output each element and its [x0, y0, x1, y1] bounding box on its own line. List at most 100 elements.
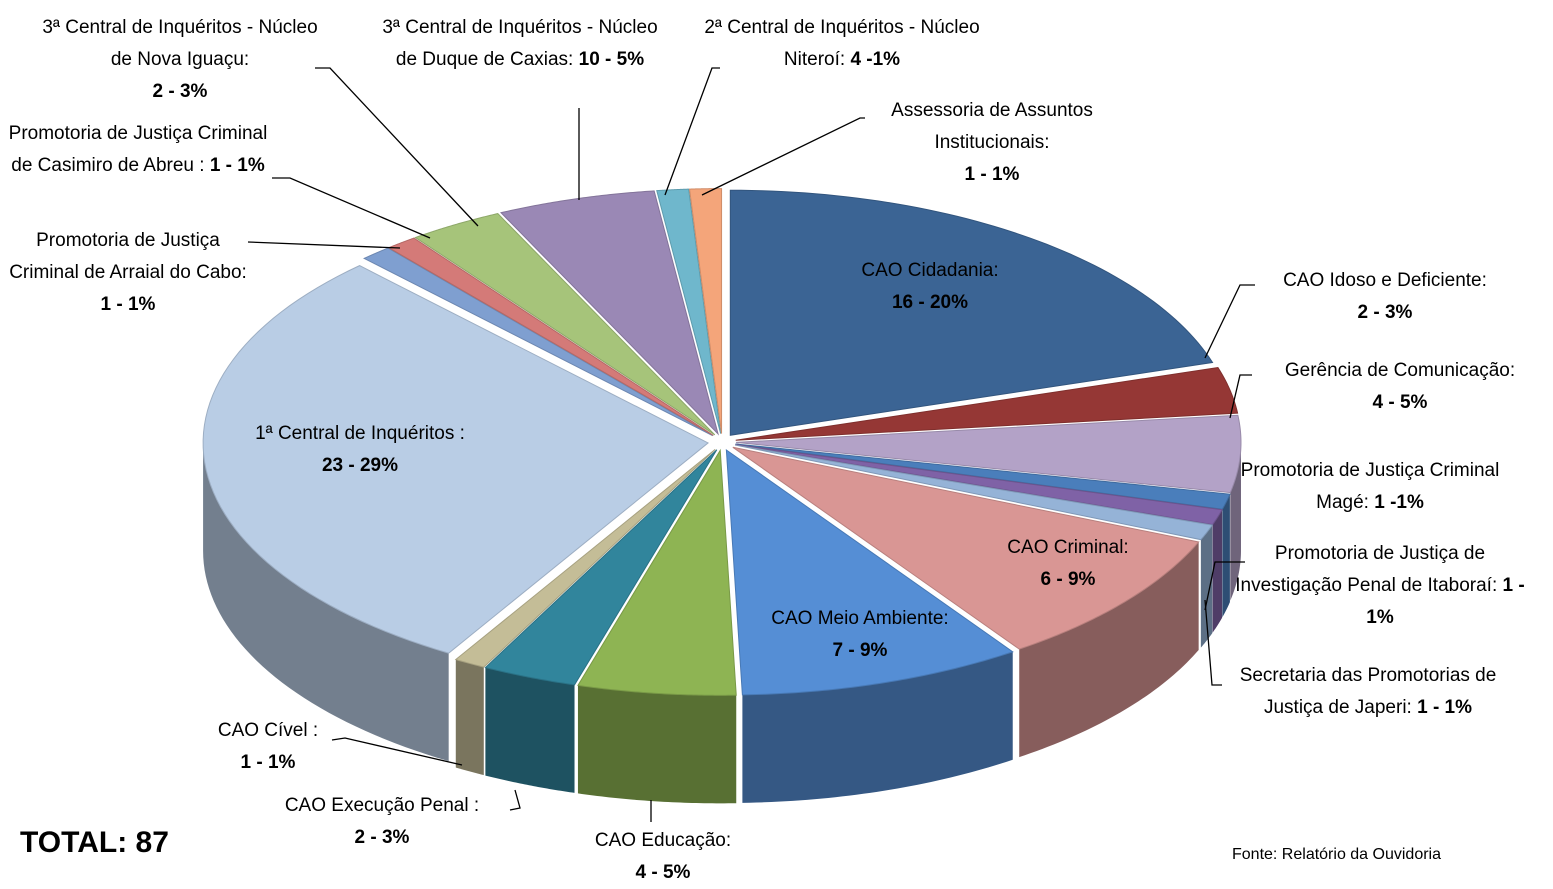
slice-side	[577, 685, 737, 804]
leader-lines	[247, 67, 1255, 822]
slice-name: Promotoria de Justiça Criminal de Casimi…	[8, 123, 268, 176]
slice-value: 1 - 1%	[964, 164, 1020, 185]
slice	[454, 448, 716, 668]
slice-label: CAO Idoso e Deficiente: 2 - 3%	[1235, 265, 1535, 329]
slice-name: CAO Criminal:	[1007, 537, 1129, 558]
slice-side	[485, 667, 575, 793]
slice	[732, 446, 1200, 650]
slice	[484, 449, 718, 686]
slice-label: Promotoria de Justiça Criminal Magé: 1 -…	[1240, 455, 1500, 519]
slice-name: 2ª Central de Inquéritos - Núcleo Nitero…	[704, 17, 980, 70]
slice-name: Promotoria de Justiça Criminal de Arraia…	[9, 230, 247, 283]
slice-name: Gerência de Comunicação:	[1284, 360, 1516, 381]
slice	[387, 237, 714, 436]
slice-name: CAO Execução Penal :	[284, 795, 480, 816]
slice-name: 3ª Central de Inquéritos - Núcleo de Nov…	[42, 17, 318, 70]
slice	[202, 265, 709, 654]
slice-side	[1200, 525, 1213, 648]
slice-value: 2 - 3%	[1357, 302, 1413, 323]
leader-line	[1229, 374, 1252, 419]
slice-name: CAO Cidadania:	[861, 260, 999, 281]
slice-label: 3ª Central de Inquéritos - Núcleo de Duq…	[380, 12, 660, 76]
slice	[363, 247, 713, 437]
slice-value: 4 - 5%	[635, 862, 691, 883]
leader-line	[331, 737, 463, 766]
slice-label: Promotoria de Justiça Criminal de Casimi…	[1, 118, 276, 182]
slice-value: 2 - 3%	[152, 81, 208, 102]
total-value: 87	[135, 826, 169, 859]
slice-name: 3ª Central de Inquéritos - Núcleo de Duq…	[382, 17, 658, 70]
slice-side	[1212, 509, 1223, 633]
leader-line	[1204, 561, 1245, 611]
slice-side	[1019, 541, 1199, 758]
slice	[735, 414, 1242, 494]
slice	[735, 443, 1223, 526]
slice-name: CAO Idoso e Deficiente:	[1283, 270, 1487, 291]
slice-label: CAO Meio Ambiente: 7 - 9%	[730, 603, 990, 667]
slice-side	[742, 651, 1013, 803]
slice-name: CAO Cível :	[217, 720, 319, 741]
slice-label: CAO Educação: 4 - 5%	[553, 825, 773, 889]
slice-label: CAO Cidadania: 16 - 20%	[800, 255, 1060, 319]
pie-tops	[202, 188, 1242, 696]
slice-value: 4 -1%	[850, 49, 901, 70]
slice-value: 4 - 5%	[1372, 392, 1428, 413]
slice-value: 1 -1%	[1374, 492, 1424, 513]
slice-value: 1 - 1%	[209, 155, 265, 176]
slice-label: CAO Execução Penal : 2 - 3%	[252, 790, 512, 854]
slice	[735, 443, 1231, 510]
slice-value: 1 - 1%	[100, 294, 156, 315]
slice	[414, 213, 716, 436]
slice-value: 10 - 5%	[578, 49, 645, 70]
total-label: TOTAL:	[20, 826, 128, 859]
slice	[729, 189, 1214, 436]
slice-label: CAO Criminal: 6 - 9%	[968, 532, 1168, 596]
slice-name: CAO Educação:	[594, 830, 732, 851]
slice-value: 1 - 1%	[1417, 697, 1473, 718]
slice-label: 2ª Central de Inquéritos - Núcleo Nitero…	[692, 12, 992, 76]
leader-line	[272, 177, 431, 239]
leader-line	[247, 241, 401, 249]
slice-value: 1 - 1%	[1366, 575, 1525, 628]
slice-label: Promotoria de Justiça Criminal de Arraia…	[3, 225, 253, 321]
slice-name: Promotoria de Justiça de Investigação Pe…	[1235, 543, 1498, 596]
slice	[734, 444, 1214, 541]
slice	[735, 366, 1239, 441]
slice-side	[455, 659, 484, 776]
leader-line	[509, 789, 521, 811]
slice-label: Secretaria das Promotorias de Justiça de…	[1208, 660, 1528, 724]
slice-name: Promotoria de Justiça Criminal Magé:	[1240, 460, 1500, 513]
leader-line	[664, 67, 720, 196]
slice-label: 1ª Central de Inquéritos : 23 - 29%	[200, 418, 520, 482]
slice	[725, 448, 1014, 696]
slice-name: 1ª Central de Inquéritos :	[255, 423, 465, 444]
slice-label: Assessoria de Assuntos Institucionais: 1…	[862, 95, 1122, 191]
leader-line	[701, 117, 865, 196]
slice-side	[1222, 494, 1230, 618]
slice	[656, 188, 722, 434]
slice-label: Gerência de Comunicação: 4 - 5%	[1250, 355, 1550, 419]
pie-sides	[203, 442, 1241, 804]
slice-name: Assessoria de Assuntos Institucionais:	[891, 100, 1093, 153]
slice-value: 6 - 9%	[1040, 569, 1096, 590]
slice-value: 2 - 3%	[354, 827, 410, 848]
slice-value: 23 - 29%	[321, 455, 399, 476]
slice-label: CAO Cível : 1 - 1%	[188, 715, 348, 779]
leader-line	[1204, 284, 1255, 359]
leader-line	[1204, 599, 1222, 686]
slice-side	[203, 442, 449, 762]
slice	[500, 190, 720, 436]
slice-name: Secretaria das Promotorias de Justiça de…	[1239, 665, 1497, 718]
source: Fonte: Relatório da Ouvidoria	[1232, 846, 1441, 863]
slice-label: 3ª Central de Inquéritos - Núcleo de Nov…	[35, 12, 325, 108]
leader-line	[315, 67, 479, 227]
slice-value: 16 - 20%	[891, 292, 969, 313]
total: TOTAL: 87	[20, 826, 169, 860]
slice-value: 1 - 1%	[240, 752, 296, 773]
slice-value: 7 - 9%	[832, 640, 888, 661]
slice-label: Promotoria de Justiça de Investigação Pe…	[1235, 538, 1525, 634]
slice-name: CAO Meio Ambiente:	[771, 608, 949, 629]
slice	[577, 448, 737, 696]
